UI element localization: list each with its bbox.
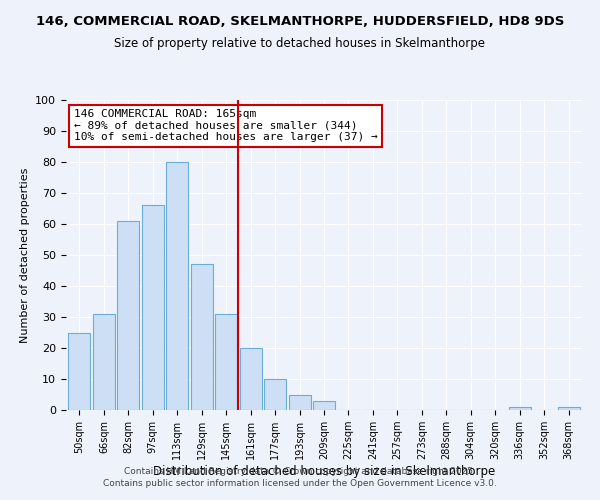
Text: Size of property relative to detached houses in Skelmanthorpe: Size of property relative to detached ho…	[115, 38, 485, 51]
Text: Contains HM Land Registry data © Crown copyright and database right 2025.
Contai: Contains HM Land Registry data © Crown c…	[103, 466, 497, 487]
Bar	[313, 400, 335, 410]
Bar	[289, 394, 311, 410]
Bar	[68, 332, 91, 410]
Bar	[264, 379, 286, 410]
Y-axis label: Number of detached properties: Number of detached properties	[20, 168, 30, 342]
X-axis label: Distribution of detached houses by size in Skelmanthorpe: Distribution of detached houses by size …	[153, 465, 495, 478]
Bar	[557, 407, 580, 410]
Bar	[215, 314, 237, 410]
Bar	[142, 206, 164, 410]
Bar	[166, 162, 188, 410]
Text: 146, COMMERCIAL ROAD, SKELMANTHORPE, HUDDERSFIELD, HD8 9DS: 146, COMMERCIAL ROAD, SKELMANTHORPE, HUD…	[36, 15, 564, 28]
Bar	[93, 314, 115, 410]
Bar	[191, 264, 213, 410]
Bar	[239, 348, 262, 410]
Text: 146 COMMERCIAL ROAD: 165sqm
← 89% of detached houses are smaller (344)
10% of se: 146 COMMERCIAL ROAD: 165sqm ← 89% of det…	[74, 110, 377, 142]
Bar	[118, 221, 139, 410]
Bar	[509, 407, 530, 410]
